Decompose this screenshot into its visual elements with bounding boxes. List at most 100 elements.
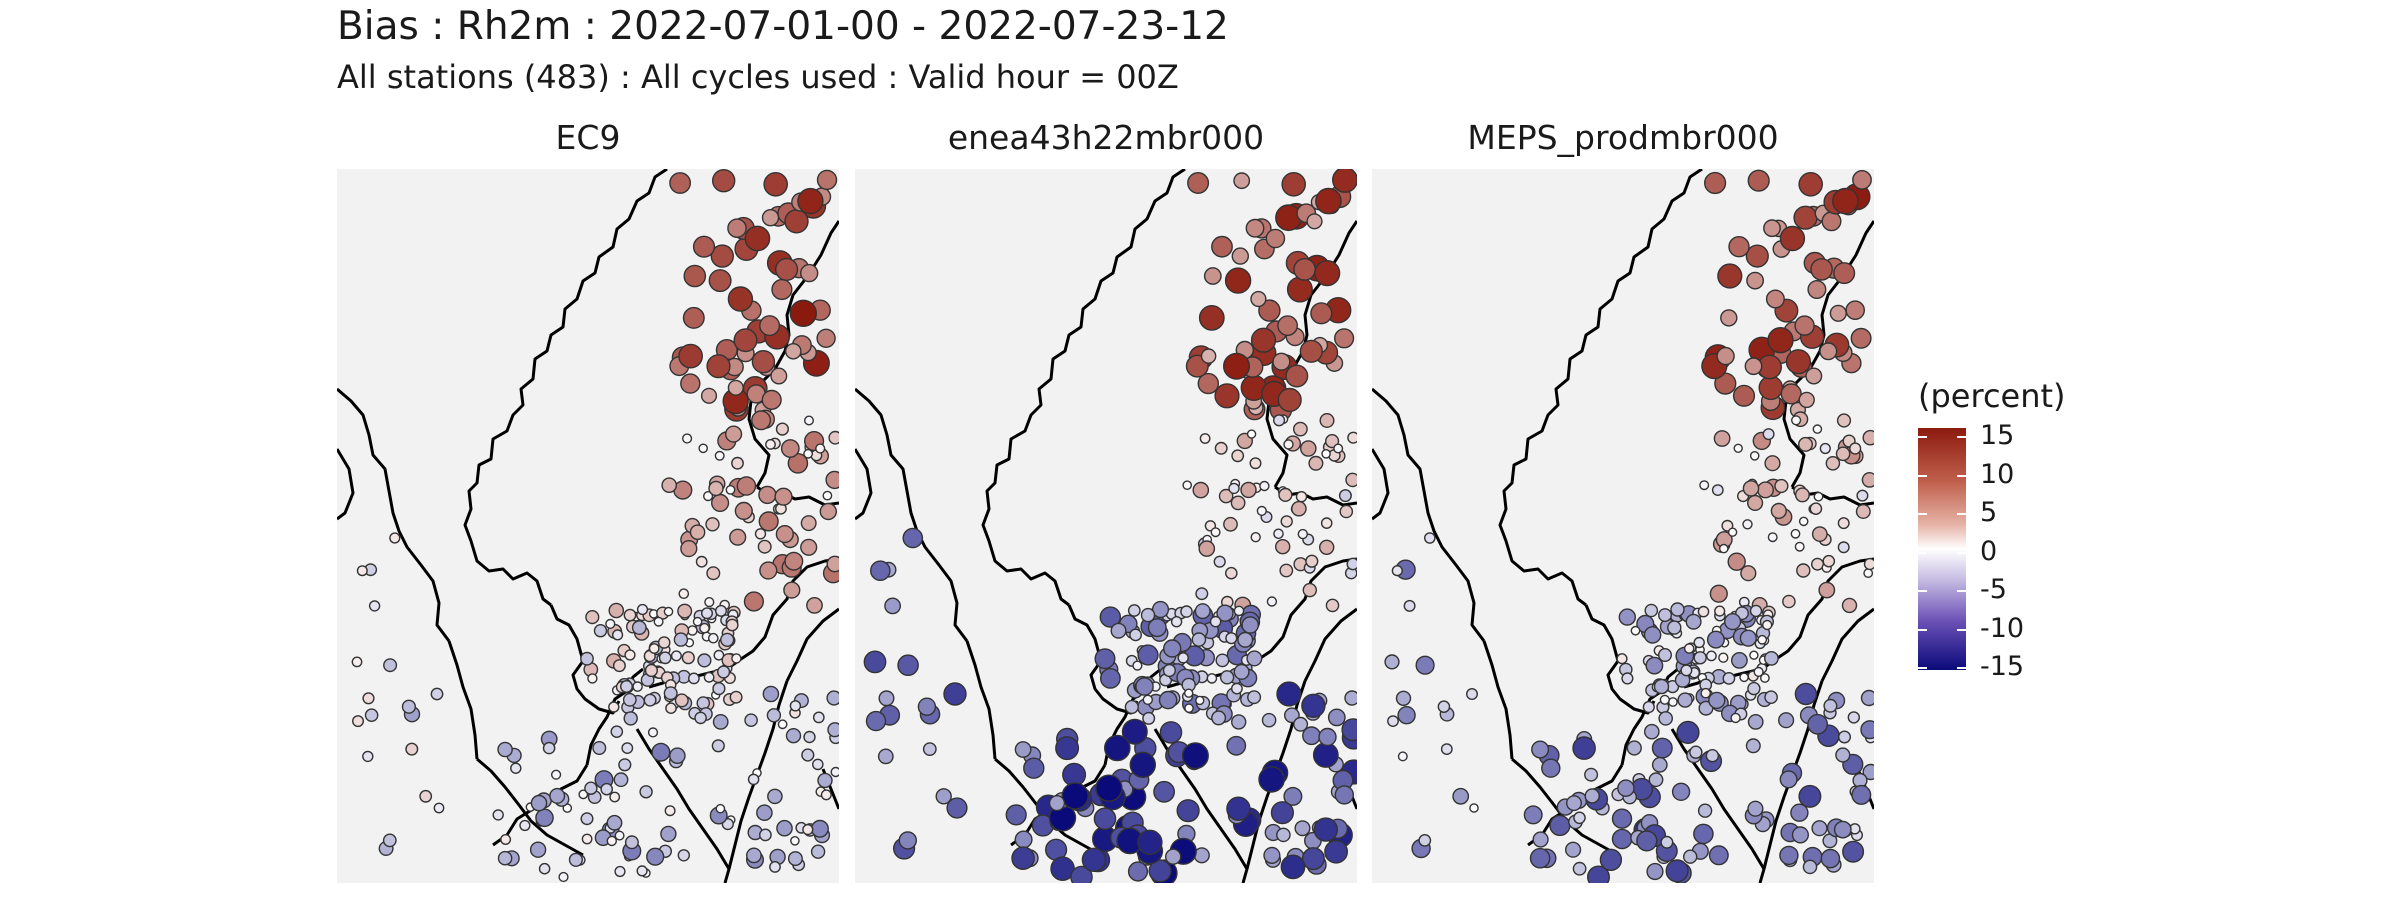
station-marker: [1724, 613, 1742, 631]
station-marker: [1798, 171, 1824, 197]
station-marker: [784, 551, 804, 571]
station-marker: [1611, 808, 1633, 829]
station-marker: [780, 439, 800, 458]
coastline: [785, 607, 839, 682]
legend-label: -10: [1980, 612, 2025, 644]
coastline: [337, 448, 355, 521]
coastline: [965, 640, 997, 760]
station-marker: [1240, 481, 1257, 499]
station-marker: [1720, 309, 1738, 327]
station-marker: [1415, 655, 1435, 675]
station-marker: [1863, 557, 1874, 571]
station-marker: [1742, 480, 1760, 497]
station-marker: [1256, 505, 1267, 517]
station-marker: [1785, 349, 1811, 375]
station-marker: [1718, 652, 1729, 663]
station-marker: [1780, 383, 1802, 405]
panel-label-meps-prodmbr000: MEPS_prodmbr000: [1467, 118, 1779, 157]
station-marker: [785, 728, 802, 744]
station-marker: [946, 797, 968, 819]
coastline: [1303, 607, 1357, 682]
station-marker: [1283, 786, 1303, 806]
station-marker: [614, 865, 626, 878]
station-marker: [1103, 734, 1131, 762]
station-marker: [592, 741, 607, 756]
station-marker: [1247, 690, 1262, 705]
station-marker: [717, 665, 731, 679]
station-marker: [1794, 487, 1810, 503]
coastline: [337, 387, 451, 642]
station-marker: [1233, 172, 1251, 190]
station-marker: [1124, 699, 1139, 715]
station-marker: [828, 430, 839, 445]
station-marker: [1794, 541, 1805, 552]
coastline: [1498, 169, 1703, 607]
station-marker: [1746, 271, 1764, 290]
station-marker: [648, 643, 660, 654]
station-marker: [1297, 528, 1308, 540]
station-marker: [1745, 244, 1769, 268]
station-marker: [1334, 785, 1354, 805]
station-marker: [1211, 710, 1227, 726]
station-marker: [1630, 625, 1641, 636]
station-marker: [1742, 519, 1753, 530]
station-marker: [661, 477, 678, 494]
station-marker: [710, 244, 734, 268]
station-marker: [1713, 430, 1731, 447]
station-marker: [712, 169, 736, 193]
station-marker: [1837, 517, 1850, 530]
station-marker: [816, 328, 836, 349]
station-marker: [1230, 682, 1243, 695]
station-marker: [943, 682, 967, 706]
station-marker: [1648, 772, 1664, 788]
station-marker: [585, 610, 600, 625]
station-marker: [677, 603, 693, 619]
station-marker: [600, 782, 614, 796]
station-marker: [1753, 666, 1764, 678]
station-marker: [1863, 568, 1874, 578]
station-marker: [500, 834, 512, 846]
station-marker: [725, 484, 736, 495]
station-marker: [1572, 736, 1596, 760]
coastline: [981, 169, 1186, 607]
station-marker: [643, 693, 657, 707]
station-marker: [681, 651, 695, 665]
station-marker: [1194, 603, 1211, 620]
station-marker: [529, 841, 547, 858]
station-marker: [612, 629, 624, 641]
station-marker: [593, 624, 608, 638]
station-marker: [698, 443, 709, 454]
station-marker: [1757, 634, 1768, 645]
station-marker: [1636, 830, 1658, 852]
station-marker: [1213, 555, 1226, 568]
station-marker: [1646, 862, 1664, 881]
station-marker: [1197, 372, 1219, 395]
station-marker: [1285, 364, 1309, 388]
station-marker: [1277, 315, 1298, 337]
station-marker: [1700, 687, 1712, 699]
station-marker: [632, 681, 643, 692]
station-marker: [729, 528, 747, 546]
station-marker: [1790, 528, 1801, 539]
station-marker: [1275, 539, 1291, 555]
station-marker: [1293, 258, 1316, 281]
legend-label: -15: [1980, 651, 2025, 682]
station-marker: [803, 730, 816, 744]
station-marker: [1835, 747, 1851, 763]
station-marker: [653, 616, 664, 627]
map-enea43h22mbr000: [855, 169, 1357, 883]
coastline: [1820, 607, 1874, 682]
station-marker: [1261, 712, 1277, 728]
station-marker: [644, 663, 659, 678]
station-marker: [1226, 735, 1247, 756]
coastline: [1775, 557, 1874, 661]
station-marker: [1705, 749, 1720, 763]
legend-label: 10: [1980, 458, 2015, 490]
station-marker: [825, 470, 839, 490]
station-marker: [1683, 849, 1698, 864]
station-marker: [1276, 827, 1291, 843]
station-marker: [1325, 598, 1340, 613]
station-marker: [1823, 698, 1838, 713]
chart-title: Bias : Rh2m : 2022-07-01-00 - 2022-07-23…: [337, 4, 1229, 49]
station-marker: [1192, 481, 1210, 499]
